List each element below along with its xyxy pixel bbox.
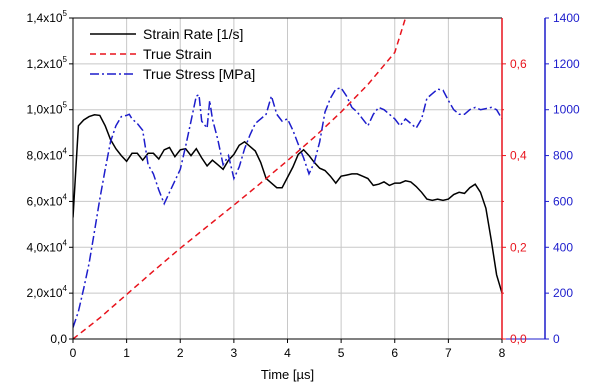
right1-tick-label: 0,6 <box>510 57 527 71</box>
series-line-0 <box>73 114 502 294</box>
x-tick-label: 1 <box>123 346 130 360</box>
left-tick-label: 1,2x105 <box>27 55 68 71</box>
legend-label-0: Strain Rate [1/s] <box>143 26 243 42</box>
x-tick-label: 8 <box>499 346 506 360</box>
left-tick-label: 1,0x105 <box>27 101 68 117</box>
right1-tick-label: 0,0 <box>510 332 527 346</box>
right1-tick-label: 0,4 <box>510 149 527 163</box>
right2-tick-label: 0 <box>553 332 560 346</box>
x-tick-label: 5 <box>338 346 345 360</box>
x-tick-label: 7 <box>445 346 452 360</box>
right2-tick-label: 600 <box>553 194 573 208</box>
grid <box>73 18 502 339</box>
x-tick-label: 4 <box>284 346 291 360</box>
x-tick-label: 2 <box>177 346 184 360</box>
x-axis-title: Time [µs] <box>261 367 314 382</box>
x-tick-label: 3 <box>231 346 238 360</box>
right2-tick-label: 800 <box>553 149 573 163</box>
left-tick-label: 0,0 <box>50 332 67 346</box>
left-tick-label: 4,0x104 <box>27 238 68 254</box>
legend-label-1: True Strain <box>143 46 212 62</box>
left-tick-label: 2,0x104 <box>27 284 68 300</box>
left-tick-label: 6,0x104 <box>27 192 68 208</box>
x-tick-label: 0 <box>70 346 77 360</box>
right2-tick-label: 200 <box>553 286 573 300</box>
legend: Strain Rate [1/s] True Strain True Stress … <box>90 26 255 82</box>
right1-tick-label: 0,2 <box>510 240 527 254</box>
ticks: 0 1 2 3 4 5 6 7 8 0,0 2,0x104 4,0x104 6,0x104 8,0x104… <box>27 9 581 360</box>
left-tick-label: 8,0x104 <box>27 147 68 163</box>
series-line-2 <box>73 87 502 328</box>
right2-tick-label: 1000 <box>553 103 580 117</box>
left-tick-label: 1,4x105 <box>27 9 68 25</box>
x-tick-label: 6 <box>391 346 398 360</box>
right2-tick-label: 400 <box>553 240 573 254</box>
series-line-1 <box>73 18 407 339</box>
right2-tick-label: 1200 <box>553 57 580 71</box>
right2-tick-label: 1400 <box>553 11 580 25</box>
series-layer <box>73 18 502 339</box>
legend-label-2: True Stress [MPa] <box>143 66 255 82</box>
